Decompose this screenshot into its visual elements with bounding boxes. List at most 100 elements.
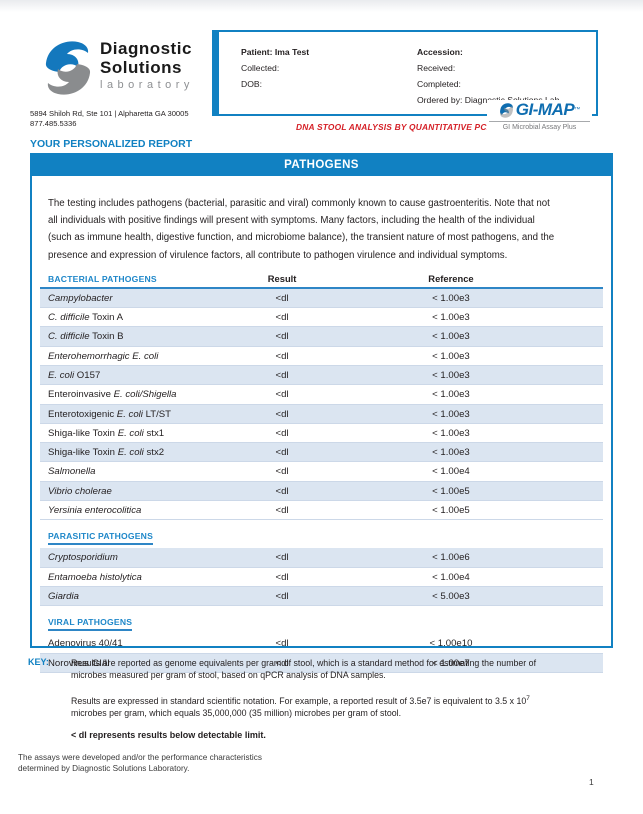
pathogen-row: Norovirus GI/II <dl < 1.00e7	[40, 653, 603, 673]
patient-info-box: Patient: Ima Test Collected: DOB: Access…	[212, 30, 598, 116]
result-value: <dl	[275, 590, 289, 602]
group-label: PARASITIC PATHOGENS	[40, 531, 226, 546]
page-top-shadow	[0, 0, 643, 12]
reference-value: < 1.00e3	[432, 408, 470, 420]
result-value: <dl	[275, 638, 289, 650]
pathogen-name: Adenovirus 40/41	[48, 638, 123, 650]
gimap-wordmark: GI-MAP	[515, 100, 575, 119]
key-paragraph-1: Results are reported as genome equivalen…	[71, 658, 537, 681]
result-value: <dl	[275, 389, 289, 401]
group-label: BACTERIAL PATHOGENS	[48, 273, 157, 284]
lab-logo: Diagnostic Solutions laboratory	[42, 37, 194, 99]
accession-label: Accession:	[417, 47, 463, 57]
pathogen-row: Campylobacter <dl < 1.00e3	[40, 288, 603, 309]
result-value: <dl	[275, 571, 289, 583]
pathogen-name: Salmonella	[48, 466, 96, 478]
reference-column-header: Reference	[428, 272, 474, 284]
patient-name: Patient: Ima Test	[241, 47, 310, 57]
pathogen-row: Giardia <dl < 5.00e3	[40, 586, 603, 607]
page-number: 1	[589, 777, 594, 787]
patient-info-right-column: Accession: Received: Completed: Ordered …	[417, 44, 559, 108]
key-label: KEY:	[28, 657, 49, 667]
result-value: <dl	[275, 552, 289, 564]
result-value: <dl	[275, 657, 289, 669]
reference-value: < 1.00e3	[432, 292, 470, 304]
pathogen-name: Enterotoxigenic E. coli LT/ST	[48, 408, 172, 420]
received-label: Received:	[417, 63, 456, 73]
pathogen-row: Cryptosporidium <dl < 1.00e6	[40, 548, 603, 568]
group-header: BACTERIAL PATHOGENS Result Reference	[40, 270, 603, 289]
reference-value: < 1.00e4	[432, 571, 470, 583]
group-label-text: PARASITIC PATHOGENS	[48, 531, 154, 546]
personalized-report-title: YOUR PERSONALIZED REPORT	[30, 138, 193, 150]
reference-value: < 1.00e4	[432, 466, 470, 478]
result-value: <dl	[275, 312, 289, 324]
section-intro-text: The testing includes pathogens (bacteria…	[48, 198, 555, 261]
gimap-trademark: ™	[574, 107, 581, 113]
key-paragraph-2-line1: Results are expressed in standard scient…	[71, 695, 527, 706]
result-value: <dl	[275, 370, 289, 381]
key-body: Results are reported as genome equivalen…	[71, 657, 616, 741]
reference-value: < 5.00e3	[432, 590, 470, 602]
brand-line1: Diagnostic	[100, 39, 192, 58]
pathogen-name: Yersinia enterocolitica	[48, 505, 142, 517]
reference-value: < 1.00e6	[432, 552, 470, 564]
result-value: <dl	[275, 505, 289, 517]
pathogen-row: Enteroinvasive E. coli/Shigella <dl < 1.00…	[40, 385, 603, 405]
patient-info-left-column: Patient: Ima Test Collected: DOB:	[241, 44, 309, 92]
dob-label: DOB:	[241, 79, 263, 89]
group-label: VIRAL PATHOGENS	[40, 617, 226, 632]
lab-address: 5894 Shiloh Rd, Ste 101 | Alpharetta GA …	[30, 109, 189, 128]
pathogen-row: Salmonella <dl < 1.00e4	[40, 462, 603, 482]
pathogen-row: C. difficile Toxin B <dl < 1.00e3	[40, 327, 603, 347]
pathogen-row: Enterohemorrhagic E. coli <dl < 1.00e3	[40, 347, 603, 366]
pathogen-name: Campylobacter	[48, 292, 113, 304]
brand-line2: Solutions	[100, 58, 182, 77]
section-title-bar: PATHOGENS	[32, 155, 611, 176]
result-value: <dl	[275, 466, 289, 478]
completed-label: Completed:	[417, 79, 461, 89]
reference-value: < 1.00e5	[432, 485, 470, 497]
pathogen-row: Adenovirus 40/41 <dl < 1.00e10	[40, 634, 603, 654]
pathogen-name: Cryptosporidium	[48, 552, 118, 564]
assay-disclaimer: The assays were developed and/or the per…	[18, 753, 262, 773]
group-label-text: VIRAL PATHOGENS	[48, 617, 133, 632]
key-paragraph-2-line2: microbes per gram, which equals 35,000,0…	[71, 707, 402, 718]
result-column-header: Result	[267, 272, 297, 284]
pathogen-name: C. difficile Toxin A	[48, 312, 124, 324]
group-header: VIRAL PATHOGENS	[40, 614, 603, 634]
pathogen-row: Shiga-like Toxin E. coli stx1 <dl < 1.00e3	[40, 424, 603, 444]
result-value: <dl	[275, 408, 289, 420]
group-header: PARASITIC PATHOGENS	[40, 528, 603, 548]
gimap-tagline: GI Microbial Assay Plus	[489, 121, 590, 131]
pathogen-name: Enterohemorrhagic E. coli	[48, 350, 159, 362]
lab-swoosh-icon	[45, 41, 91, 95]
brand-line3: laboratory	[100, 79, 194, 91]
pathogen-row: Enterotoxigenic E. coli LT/ST <dl < 1.00e3	[40, 404, 603, 424]
lab-address-line1: 5894 Shiloh Rd, Ste 101 | Alpharetta GA …	[30, 109, 189, 118]
pathogen-row: Entamoeba histolytica <dl < 1.00e4	[40, 568, 603, 587]
pathogen-row: C. difficile Toxin A <dl < 1.00e3	[40, 308, 603, 328]
pathogen-row: E. coli O157 <dl < 1.00e3	[40, 366, 603, 386]
pathogens-section: PATHOGENS The testing includes pathogens…	[30, 153, 613, 673]
pathogen-name: C. difficile Toxin B	[48, 331, 124, 343]
lab-phone: 877.485.5336	[30, 118, 77, 128]
pathogen-table: BACTERIAL PATHOGENS Result Reference Campyl…	[40, 270, 603, 673]
reference-value: < 1.00e3	[432, 447, 470, 459]
report-type-title: DNA STOOL ANALYSIS BY QUANTITATIVE PCR	[296, 122, 493, 132]
result-value: <dl	[275, 447, 289, 459]
reference-value: < 1.00e3	[432, 370, 470, 381]
pathogen-name: Enteroinvasive E. coli/Shigella	[48, 389, 177, 401]
pathogen-row: Shiga-like Toxin E. coli stx2 <dl < 1.00e3	[40, 443, 603, 463]
reference-value: < 1.00e3	[432, 427, 470, 439]
reference-value: < 1.00e3	[432, 350, 470, 362]
reference-value: < 1.00e10	[429, 638, 473, 650]
key-detectable-limit-note: < dl represents results below detectable…	[71, 730, 266, 741]
gimap-swoosh-icon	[499, 102, 513, 118]
collected-label: Collected:	[241, 63, 280, 73]
pathogen-name: E. coli O157	[48, 370, 101, 381]
pathogen-name: Giardia	[48, 590, 79, 602]
pathogen-name: Entamoeba histolytica	[48, 571, 142, 583]
pathogen-row: Vibrio cholerae <dl < 1.00e5	[40, 481, 603, 502]
